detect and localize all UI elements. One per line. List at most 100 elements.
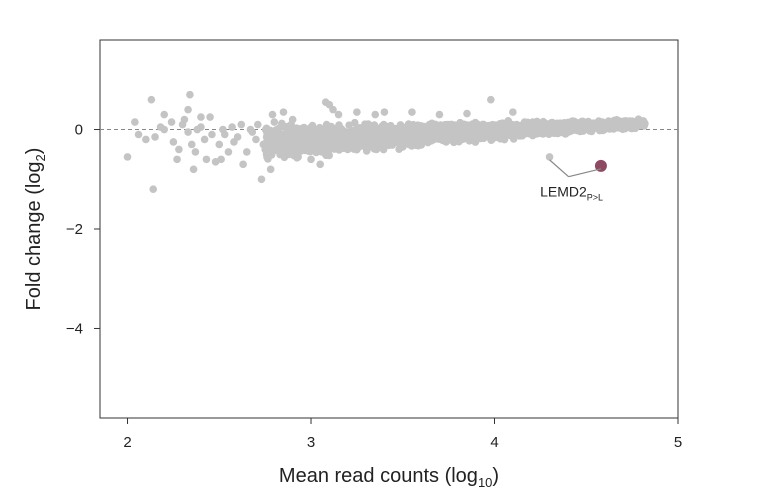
data-point [447, 120, 456, 129]
data-point [568, 120, 577, 128]
data-point [339, 137, 348, 145]
annotation-label-sub: P>L [587, 193, 603, 203]
data-point [142, 135, 150, 144]
data-point [239, 160, 247, 169]
data-point [189, 165, 198, 174]
data-point [330, 125, 339, 133]
x-axis-label-sub: 10 [478, 475, 492, 490]
data-point [553, 124, 562, 133]
data-point [202, 155, 211, 164]
data-point [315, 123, 324, 132]
data-point [407, 140, 415, 148]
data-point [295, 137, 304, 146]
data-point [322, 151, 330, 160]
data-point [254, 120, 262, 129]
data-point [257, 175, 266, 184]
x-tick-label: 2 [123, 434, 131, 451]
data-point [266, 165, 275, 174]
data-point [417, 140, 425, 149]
y-axis: 0 −2 −4 [66, 122, 100, 337]
data-point [261, 125, 270, 134]
data-point [304, 140, 313, 149]
annotation-label: LEMD2P>L [540, 184, 603, 203]
data-point [351, 118, 359, 127]
data-point [131, 118, 139, 126]
data-point [191, 148, 200, 156]
data-point [343, 145, 352, 154]
data-point [184, 128, 192, 136]
data-point [396, 121, 405, 129]
data-point [540, 127, 548, 136]
data-point [134, 130, 143, 139]
data-point [442, 138, 450, 146]
y-tick-label: −4 [66, 320, 83, 337]
data-point [641, 119, 649, 128]
x-tick-label: 4 [490, 434, 498, 451]
data-point [288, 115, 297, 124]
data-point [200, 135, 209, 144]
data-point [405, 122, 414, 131]
data-point [398, 143, 407, 151]
data-point [329, 105, 337, 114]
data-point [248, 128, 257, 136]
x-axis-label: Mean read counts (log10) [279, 465, 499, 490]
data-point [252, 135, 260, 144]
data-point [334, 110, 343, 119]
data-point [345, 121, 353, 129]
x-axis-label-close: ) [492, 465, 499, 487]
data-point [533, 130, 541, 138]
data-point [378, 137, 387, 145]
data-point [482, 132, 490, 141]
annotation-layer: LEMD2P>L [540, 159, 603, 203]
data-point [361, 120, 369, 128]
data-point [589, 122, 597, 131]
data-point [228, 123, 236, 131]
data-point [462, 127, 470, 136]
data-point [420, 129, 429, 138]
data-point [617, 123, 626, 132]
data-point [259, 140, 268, 149]
dense-points-layer [261, 115, 649, 163]
data-point [242, 148, 251, 156]
data-point [285, 131, 294, 139]
data-point [314, 141, 323, 149]
data-point [173, 155, 181, 164]
data-point [437, 132, 446, 140]
data-point [627, 124, 636, 133]
y-axis-label-sub: 2 [33, 154, 48, 161]
data-point [441, 120, 450, 129]
data-point [487, 95, 495, 104]
data-point [460, 121, 468, 129]
data-point [274, 130, 282, 139]
data-point [482, 126, 491, 135]
data-point [217, 155, 225, 164]
data-point [409, 131, 417, 139]
data-point [270, 144, 279, 153]
data-point [608, 120, 616, 129]
data-point [180, 115, 189, 124]
data-point [167, 118, 176, 126]
data-point [369, 134, 377, 142]
data-point [160, 125, 169, 134]
data-point [292, 147, 301, 155]
data-point [435, 110, 444, 119]
y-tick-label: −2 [66, 221, 83, 238]
y-tick-label: 0 [75, 122, 83, 139]
data-point [346, 132, 355, 140]
data-point [531, 121, 539, 130]
annotation-label-main: LEMD2 [540, 184, 587, 200]
y-axis-label: Fold change (log2) [23, 148, 48, 311]
data-point [362, 143, 370, 151]
data-point [197, 113, 205, 121]
data-point [371, 127, 380, 136]
x-axis: 2 3 4 5 [123, 418, 682, 451]
data-point [206, 113, 214, 121]
data-point [353, 108, 361, 116]
data-point [220, 130, 229, 139]
data-point [560, 119, 569, 127]
data-point [565, 126, 573, 134]
data-point [357, 131, 366, 139]
y-axis-label-close: ) [23, 148, 45, 155]
data-point [285, 150, 293, 159]
